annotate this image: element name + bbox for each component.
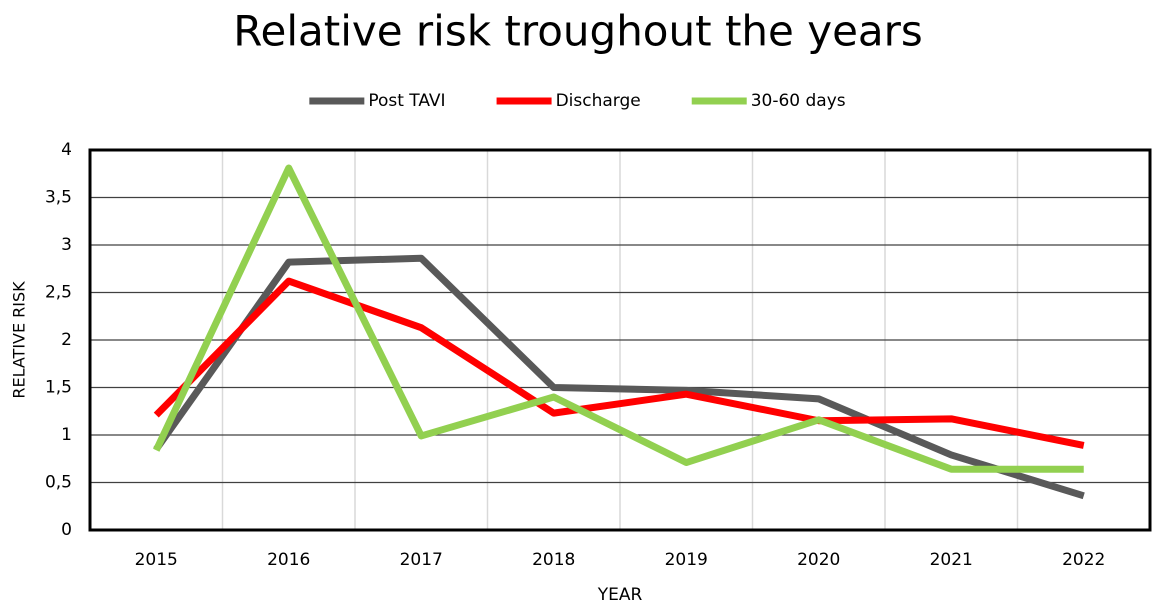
x-tick-label: 2015	[135, 550, 178, 570]
legend-label: Post TAVI	[368, 91, 445, 111]
legend-label: Discharge	[556, 91, 641, 111]
y-tick-label: 1	[61, 425, 72, 445]
y-tick-label: 1,5	[45, 378, 72, 398]
series-line	[153, 277, 1085, 449]
y-tick-label: 3	[61, 235, 72, 255]
y-tick-label: 0	[61, 520, 72, 540]
x-tick-label: 2019	[665, 550, 708, 570]
x-axis-title: YEAR	[597, 585, 643, 605]
x-tick-label: 2016	[267, 550, 310, 570]
chart-title: Relative risk troughout the years	[233, 7, 923, 56]
y-tick-label: 4	[61, 140, 72, 160]
x-tick-label: 2022	[1062, 550, 1105, 570]
series-line	[153, 254, 1085, 500]
y-tick-label: 2	[61, 330, 72, 350]
plot-border	[88, 148, 1152, 532]
x-tick-label: 2018	[532, 550, 575, 570]
y-tick-label: 0,5	[45, 473, 72, 493]
x-tick-label: 2020	[797, 550, 840, 570]
y-axis-title: RELATIVE RISK	[10, 281, 29, 399]
y-tick-label: 2,5	[45, 283, 72, 303]
series-line	[153, 164, 1084, 473]
x-tick-label: 2021	[930, 550, 973, 570]
legend-label: 30-60 days	[751, 91, 846, 111]
x-tick-label: 2017	[400, 550, 443, 570]
y-tick-label: 3,5	[45, 188, 72, 208]
